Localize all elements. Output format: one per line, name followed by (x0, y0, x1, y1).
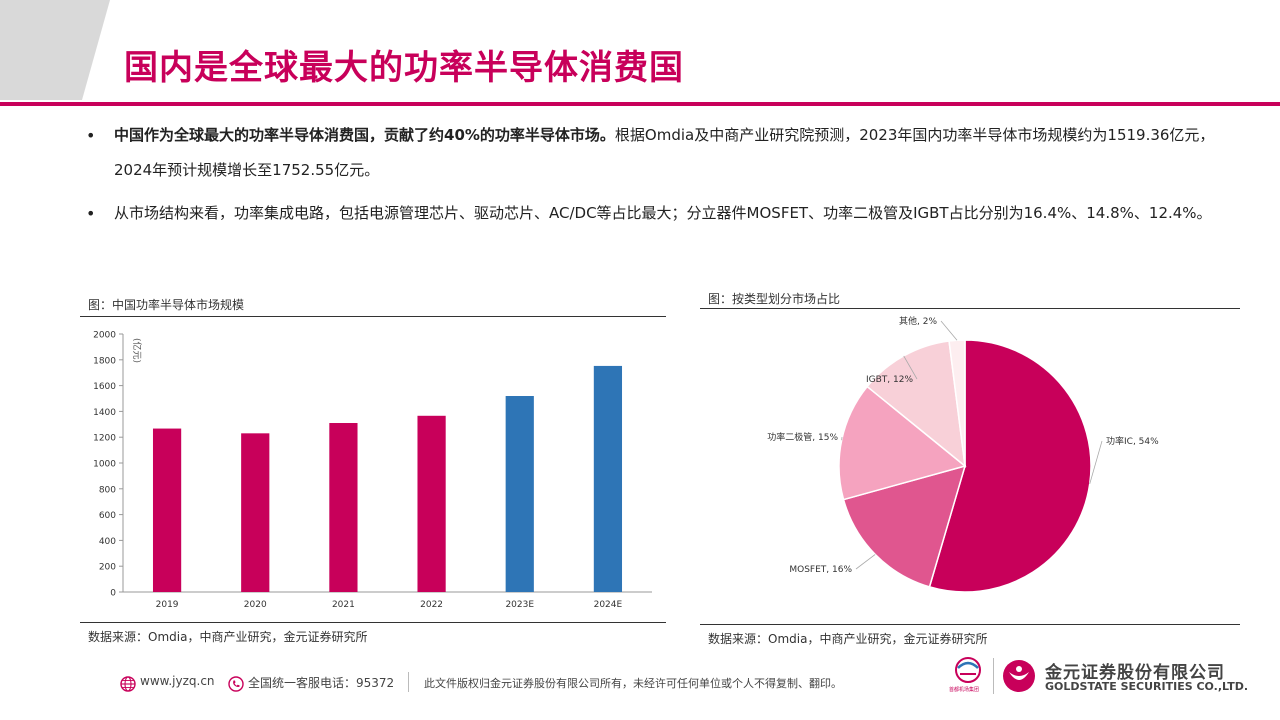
y-tick-label: 400 (99, 537, 116, 547)
y-axis: 0 200 400 600 800 1000 1200 1400 1600 1800 2000 (93, 331, 124, 599)
airport-group-logo-icon (955, 657, 981, 683)
y-tick-label: 200 (99, 563, 116, 573)
y-axis-label: (亿元) (131, 338, 143, 363)
pie-label-3: IGBT, 12% (866, 375, 913, 385)
footer-separator (408, 672, 409, 692)
pie-chart-title: 图：按类型划分市场占比 (708, 292, 841, 306)
bullet-item-1: • 中国作为全球最大的功率半导体消费国，贡献了约40%的功率半导体市场。根据Om… (86, 118, 1236, 188)
bullet-1-text: 根据Omdia及中商产业研究院预测，2023年国内功率半导体市场规模约为1519… (114, 126, 1215, 179)
pie-slice-1 (842, 464, 967, 588)
bullet-1-bold: 中国作为全球最大的功率半导体消费国，贡献了约40%的功率半导体市场。 (114, 126, 615, 144)
title-underline (0, 102, 1280, 106)
page-title: 国内是全球最大的功率半导体消费国 (124, 48, 684, 88)
y-tick-label: 600 (99, 511, 116, 521)
bar-2023E (505, 396, 534, 592)
pie-label-1: MOSFET, 16% (789, 565, 852, 575)
pie-label-4: 其他, 2% (899, 315, 937, 327)
footer-copyright: 此文件版权归金元证券股份有限公司所有，未经许可任何单位或个人不得复制、翻印。 (424, 677, 842, 690)
y-tick-label: 1600 (93, 382, 116, 392)
company-name-cn: 金元证券股份有限公司 (1045, 663, 1225, 683)
bar-chart: 0 200 400 600 800 1000 1200 1400 1600 1800 2000 (亿元… (93, 331, 652, 610)
phone-icon (228, 676, 244, 692)
y-tick-label: 800 (99, 485, 116, 495)
footer-website[interactable]: www.jyzq.cn (140, 674, 215, 688)
company-name-en: GOLDSTATE SECURITIES CO.,LTD. (1045, 680, 1249, 693)
y-tick-label: 2000 (93, 331, 116, 341)
pie-slice-2 (838, 385, 967, 501)
goldstate-logo-icon (1003, 660, 1035, 692)
pie-label-0: 功率IC, 54% (1106, 435, 1159, 447)
pie-chart: 功率IC, 54% MOSFET, 16% 功率二极管, 15% IGBT, 12% 其… (767, 315, 1159, 593)
pie-slice-0 (928, 339, 1092, 593)
y-tick-label: 1200 (93, 434, 116, 444)
x-tick-label: 2019 (156, 600, 179, 610)
footer-hotline: 全国统一客服电话：95372 (248, 676, 395, 690)
group-name: 首都机场集团 (949, 687, 980, 693)
bar-chart-top-rule (80, 316, 666, 317)
bar-chart-title: 图：中国功率半导体市场规模 (88, 298, 245, 312)
y-tick-label: 1400 (93, 408, 116, 418)
bar-chart-bottom-rule (80, 622, 666, 623)
x-tick-label: 2021 (332, 600, 355, 610)
pie-leader-line (855, 554, 876, 570)
x-tick-label: 2020 (244, 600, 267, 610)
bullet-dot: • (86, 126, 96, 145)
y-tick-label: 1800 (93, 356, 116, 366)
x-tick-label: 2023E (505, 600, 534, 610)
y-tick-label: 0 (110, 589, 116, 599)
bar-2020 (241, 433, 270, 592)
bullet-dot: • (86, 204, 96, 223)
pie-chart-source: 数据来源：Omdia，中商产业研究，金元证券研究所 (708, 632, 988, 646)
logo-divider (993, 658, 994, 694)
pie-leader-line (1089, 440, 1103, 485)
bullet-item-2: • 从市场结构来看，功率集成电路，包括电源管理芯片、驱动芯片、AC/DC等占比最… (86, 196, 1236, 231)
company-logo: 首都机场集团 金元证券股份有限公司 GOLDSTATE SECURITIES C… (945, 656, 1249, 700)
pie-label-2: 功率二极管, 15% (767, 431, 838, 443)
corner-decoration (0, 0, 110, 100)
pie-chart-bottom-rule (700, 624, 1240, 625)
pie-leader-line (903, 355, 918, 380)
bar-2021 (329, 423, 358, 592)
bullet-2-text: 从市场结构来看，功率集成电路，包括电源管理芯片、驱动芯片、AC/DC等占比最大；… (114, 204, 1212, 222)
x-tick-label: 2024E (594, 600, 623, 610)
bar-2022 (417, 415, 446, 592)
bar-chart-source: 数据来源：Omdia，中商产业研究，金元证券研究所 (88, 630, 368, 644)
bar-2019 (152, 428, 182, 592)
y-tick-label: 1000 (93, 460, 116, 470)
pie-leader-line (940, 320, 958, 341)
globe-icon (120, 676, 136, 692)
x-tick-label: 2022 (420, 600, 443, 610)
footer: www.jyzq.cn 全国统一客服电话：95372 此文件版权归金元证券股份有… (118, 668, 1248, 698)
bar-2024E (593, 365, 623, 592)
pie-chart-top-rule (700, 308, 1240, 309)
bullet-list: • 中国作为全球最大的功率半导体消费国，贡献了约40%的功率半导体市场。根据Om… (86, 118, 1236, 239)
